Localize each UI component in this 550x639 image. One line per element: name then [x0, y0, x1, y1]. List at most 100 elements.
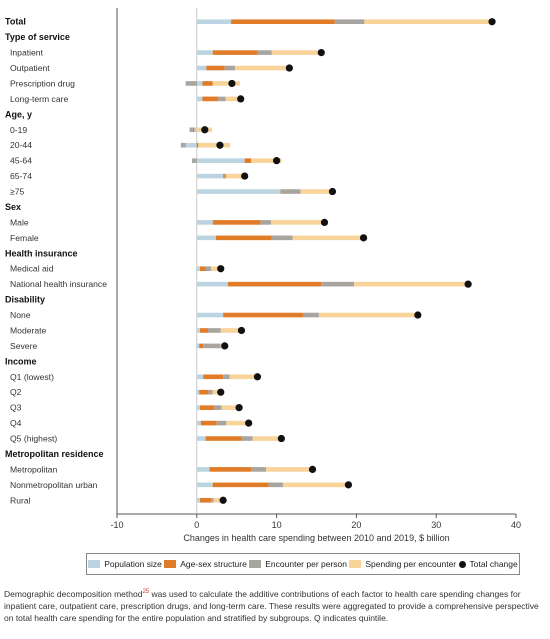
bar-segment-inpatient-spending-per-encounter	[271, 50, 322, 55]
row-label-medical-aid: Medical aid	[10, 264, 54, 274]
bar-segment-75-encounter-per-person	[281, 189, 301, 194]
legend-label-encounter-per-person: Encounter per person	[265, 559, 347, 569]
bar-segment-prescription-drug-spending-per-encounter	[212, 81, 240, 86]
legend-swatch-spending-per-encounter	[349, 560, 362, 568]
legend-item-encounter-per-person: Encounter per person	[249, 559, 347, 569]
row-label-inpatient: Inpatient	[10, 48, 44, 58]
bar-segment-prescription-drug-age-sex-structure	[202, 81, 213, 86]
bar-segment-metropolitan-age-sex-structure	[209, 467, 252, 472]
row-label-outpatient: Outpatient	[10, 63, 50, 73]
bar-segment-q4-spending-per-encounter	[226, 420, 249, 426]
bar-segment-20-44-population-size	[185, 142, 197, 148]
bar-segment-q3-spending-per-encounter	[221, 405, 240, 410]
bar-segment-severe-encounter-per-person	[203, 343, 221, 349]
bar-segment-q3-encounter-per-person	[214, 405, 222, 410]
total-change-dot-none	[414, 311, 422, 319]
bar-segment-none-population-size	[196, 312, 224, 318]
total-change-dot-q4	[245, 419, 253, 427]
bar-segment-0-19-age-sex-structure	[192, 127, 195, 133]
bar-segment-female-spending-per-encounter	[292, 235, 364, 241]
bar-segment-rural-age-sex-structure	[199, 497, 212, 503]
caption-reference[interactable]: 25	[142, 589, 150, 595]
row-label-20-44: 20-44	[10, 140, 32, 150]
row-label-moderate: Moderate	[10, 325, 47, 335]
legend-item-total-change: Total change	[458, 559, 518, 569]
bar-segment-nonmetropolitan-urban-population-size	[196, 482, 213, 488]
bar-segment-moderate-encounter-per-person	[207, 328, 221, 333]
bar-segment-q3-age-sex-structure	[199, 405, 215, 410]
bar-segment-total-spending-per-encounter	[364, 19, 492, 25]
bar-segment-prescription-drug-encounter-per-person	[185, 81, 197, 86]
bar-segment-75-population-size	[196, 189, 281, 194]
row-label-q2: Q2	[10, 387, 22, 397]
bar-segment-male-spending-per-encounter	[271, 220, 325, 225]
legend-label-spending-per-encounter: Spending per encounter	[365, 559, 457, 569]
bar-segment-rural-encounter-per-person	[211, 497, 214, 503]
bar-segment-q4-encounter-per-person	[216, 420, 227, 426]
bar-segment-45-64-encounter-per-person	[192, 158, 197, 163]
bar-segment-q3-population-size	[196, 405, 200, 410]
bar-segment-total-population-size	[196, 19, 232, 25]
row-label-metropolitan: Metropolitan	[10, 464, 58, 474]
row-label-prescription-drug: Prescription drug	[10, 78, 75, 88]
bar-segment-q5-highest-encounter-per-person	[241, 436, 253, 441]
legend-swatch-encounter-per-person	[249, 560, 262, 568]
x-tick-label--10: -10	[110, 520, 123, 530]
caption-text-start: Demographic decomposition method	[4, 588, 143, 599]
bar-segment-q2-encounter-per-person	[208, 389, 213, 395]
row-label-female: Female	[10, 233, 39, 243]
bar-segment-male-population-size	[196, 220, 213, 225]
bar-segment-20-44-encounter-per-person	[180, 142, 186, 148]
row-label-national-health-insurance: National health insurance	[10, 279, 107, 289]
bar-segment-national-health-insurance-spending-per-encounter	[354, 281, 469, 287]
bar-segment-medical-aid-spending-per-encounter	[211, 266, 221, 272]
group-title-type-of-service: Type of service	[5, 32, 70, 42]
row-label-q4: Q4	[10, 418, 22, 428]
bar-segment-severe-population-size	[196, 343, 200, 349]
bar-segment-20-44-spending-per-encounter	[198, 142, 231, 148]
bar-segment-q2-spending-per-encounter	[212, 389, 221, 395]
total-change-dot-45-64	[273, 157, 281, 165]
bar-segment-nonmetropolitan-urban-spending-per-encounter	[282, 482, 349, 488]
legend-swatch-population-size	[88, 560, 101, 568]
bar-segment-q4-age-sex-structure	[200, 420, 217, 426]
row-label-q1-lowest: Q1 (lowest)	[10, 372, 54, 382]
group-title-sex: Sex	[5, 202, 21, 212]
bar-segment-metropolitan-spending-per-encounter	[266, 467, 313, 472]
group-title-income: Income	[5, 356, 37, 366]
bar-segment-outpatient-spending-per-encounter	[235, 65, 290, 71]
row-label-45-64: 45-64	[10, 156, 32, 166]
figure-caption: Demographic decomposition method25 was u…	[4, 586, 546, 624]
legend-item-spending-per-encounter: Spending per encounter	[349, 559, 456, 569]
bar-segment-q1-lowest-population-size	[196, 374, 204, 380]
x-tick-label-30: 30	[431, 520, 441, 530]
group-title-age-y: Age, y	[5, 109, 32, 119]
legend-swatch-age-sex-structure	[164, 560, 177, 568]
bar-segment-male-age-sex-structure	[212, 220, 261, 225]
row-label-75: ≥75	[10, 187, 24, 197]
bar-segment-0-19-population-size	[194, 127, 197, 133]
x-tick-label-0: 0	[194, 520, 199, 530]
total-change-dot-moderate	[237, 326, 246, 335]
total-change-dot-75	[328, 187, 337, 196]
total-change-dot-q5-highest	[277, 434, 285, 443]
decomposition-chart: -10 0 10 20 30 40 Changes in health care spend…	[5, 8, 521, 543]
row-label-q3: Q3	[10, 403, 22, 413]
bar-segment-long-term-care-population-size	[196, 96, 203, 102]
bar-segment-medical-aid-encounter-per-person	[205, 266, 212, 272]
caption-text-end: was used to calculate the additive contr…	[4, 588, 539, 623]
bar-segment-q1-lowest-encounter-per-person	[223, 374, 230, 380]
bar-segment-national-health-insurance-age-sex-structure	[227, 281, 322, 287]
bar-segment-q4-population-size	[196, 420, 201, 426]
group-title-health-insurance: Health insurance	[5, 248, 78, 258]
bar-segment-female-population-size	[196, 235, 216, 241]
bar-segment-q2-population-size	[196, 389, 200, 395]
total-change-dot-q2	[217, 388, 225, 396]
bar-segment-45-64-population-size	[196, 158, 245, 163]
total-change-dot-inpatient	[317, 48, 325, 57]
bar-segment-total-age-sex-structure	[231, 19, 335, 25]
total-change-dot-severe	[221, 342, 229, 350]
group-title-total: Total	[5, 17, 26, 27]
bar-segment-q1-lowest-spending-per-encounter	[229, 374, 258, 380]
row-label-severe: Severe	[10, 341, 37, 351]
